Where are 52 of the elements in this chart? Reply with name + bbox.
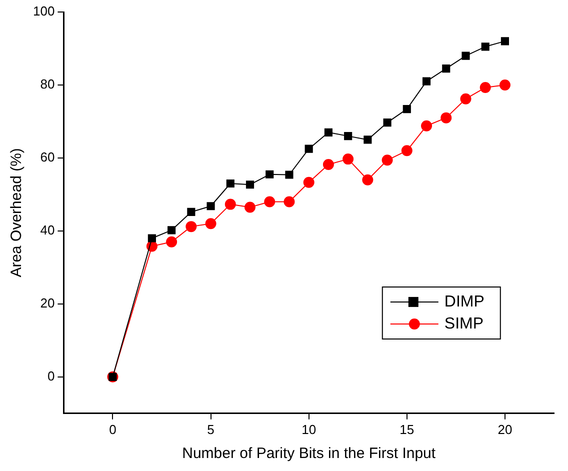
point xyxy=(480,82,491,94)
point xyxy=(244,202,256,213)
legend-label: DIMP xyxy=(444,293,484,310)
point xyxy=(284,196,295,208)
point xyxy=(322,159,334,170)
point xyxy=(266,170,274,178)
point xyxy=(187,208,196,216)
y-tick-label: 100 xyxy=(32,4,55,19)
x-tick-label: 15 xyxy=(400,422,414,437)
point xyxy=(460,93,472,104)
point xyxy=(364,136,372,144)
point xyxy=(166,236,178,248)
x-axis-title: Number of Parity Bits in the First Input xyxy=(182,445,436,462)
y-axis-title: Area Overhead (%) xyxy=(8,148,26,278)
point xyxy=(481,42,490,51)
point xyxy=(462,52,470,60)
point xyxy=(148,234,156,242)
x-tick-label: 0 xyxy=(109,422,116,437)
point xyxy=(421,120,432,132)
point xyxy=(442,64,450,73)
point xyxy=(342,154,354,165)
point xyxy=(344,132,352,140)
y-tick-label: 60 xyxy=(40,150,55,165)
x-tick-label: 20 xyxy=(498,422,512,437)
y-tick-label: 0 xyxy=(47,368,55,384)
legend-label: SIMP xyxy=(444,315,484,332)
point xyxy=(401,145,412,156)
point xyxy=(206,202,215,210)
point xyxy=(500,37,510,46)
x-tick-label: 5 xyxy=(207,422,214,437)
point xyxy=(205,218,216,230)
point xyxy=(226,179,234,188)
point xyxy=(440,112,452,124)
point xyxy=(303,176,314,188)
x-tick-label: 10 xyxy=(302,422,316,437)
point xyxy=(324,128,332,136)
point xyxy=(362,174,374,186)
point xyxy=(246,180,254,189)
y-tick-label: 80 xyxy=(40,76,55,92)
point xyxy=(264,196,276,208)
point xyxy=(304,144,313,153)
y-tick-label: 20 xyxy=(40,296,55,311)
point xyxy=(168,226,176,234)
point xyxy=(402,105,411,114)
point xyxy=(422,77,431,86)
point xyxy=(224,198,236,210)
point xyxy=(285,170,294,179)
point xyxy=(186,221,197,232)
y-tick-label: 40 xyxy=(40,222,55,238)
point xyxy=(382,154,393,166)
point xyxy=(499,79,510,90)
point xyxy=(383,118,392,127)
